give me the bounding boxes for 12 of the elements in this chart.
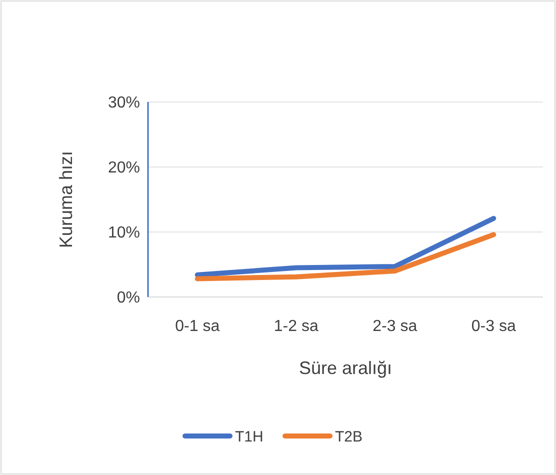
y-tick-label: 30% [108, 94, 140, 112]
legend-label: T2B [335, 428, 363, 446]
y-axis-title: Kuruma hızı [56, 150, 76, 248]
x-axis-title: Süre aralığı [298, 358, 392, 378]
x-tick-label: 2-3 sa [372, 318, 418, 335]
y-tick-label: 20% [108, 160, 140, 177]
x-tick-label: 0-3 sa [471, 318, 516, 335]
y-tick-label: 0% [116, 290, 140, 307]
y-tick-label: 10% [108, 224, 140, 242]
legend-label: T1H [235, 428, 264, 446]
x-tick-label: 0-1 sa [175, 318, 220, 335]
x-tick-label: 1-2 sa [274, 318, 318, 335]
